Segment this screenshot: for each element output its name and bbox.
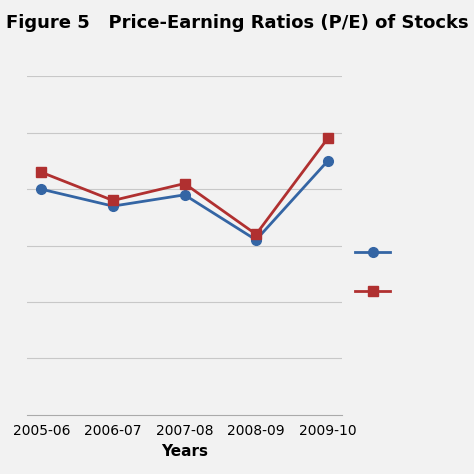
Text: Figure 5   Price-Earning Ratios (P/E) of Stocks: Figure 5 Price-Earning Ratios (P/E) of S… [6, 14, 468, 32]
Legend: , : , [355, 246, 401, 299]
X-axis label: Years: Years [161, 444, 208, 459]
